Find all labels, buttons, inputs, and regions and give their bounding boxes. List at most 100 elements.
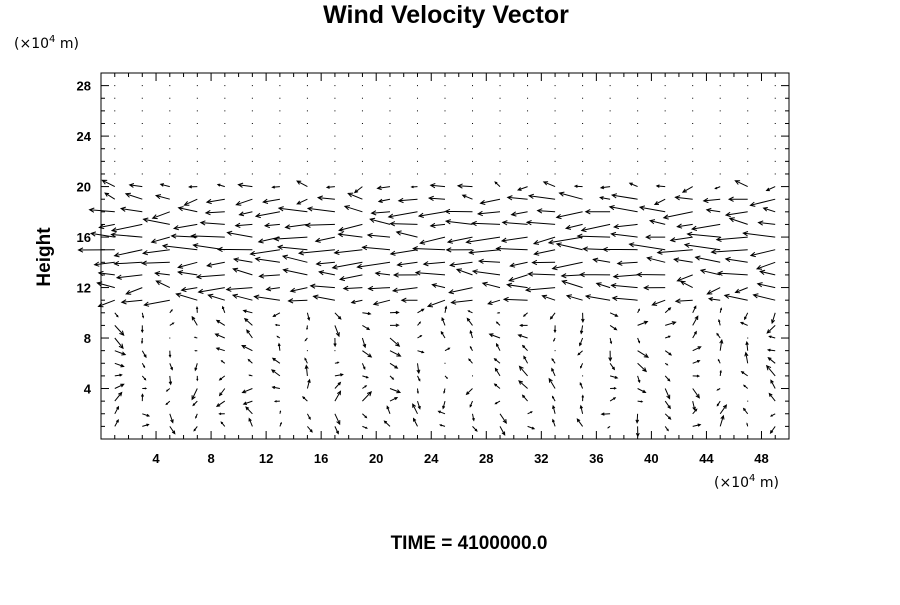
wind-vector xyxy=(333,337,337,348)
vector-point xyxy=(334,160,336,162)
wind-vector xyxy=(547,236,583,245)
x-tick-label: 24 xyxy=(424,451,439,466)
wind-vector xyxy=(342,285,363,291)
vector-point xyxy=(196,85,198,87)
wind-vector xyxy=(205,198,225,205)
wind-vector xyxy=(495,321,501,326)
vector-point xyxy=(664,173,666,175)
wind-vector xyxy=(610,231,638,238)
vector-point xyxy=(747,135,749,137)
vector-point xyxy=(114,110,116,112)
wind-vector xyxy=(114,391,123,402)
wind-vector xyxy=(422,261,446,267)
wind-vector xyxy=(88,207,115,213)
wind-vector xyxy=(496,312,501,314)
wind-vector xyxy=(231,293,253,301)
vector-point xyxy=(361,173,363,175)
x-unit-suffix: m) xyxy=(755,475,779,491)
wind-vector xyxy=(456,183,473,189)
wind-vector xyxy=(142,423,150,427)
wind-vector xyxy=(124,192,143,200)
vector-point xyxy=(719,110,721,112)
vector-point xyxy=(334,110,336,112)
wind-vector xyxy=(389,362,399,369)
wind-vector xyxy=(702,197,721,204)
wind-vector xyxy=(716,388,721,391)
wind-vector xyxy=(191,388,198,401)
wind-vector xyxy=(533,249,556,256)
vector-point xyxy=(141,97,143,99)
wind-vector xyxy=(616,260,638,266)
wind-vector xyxy=(468,249,501,255)
vector-point xyxy=(554,160,556,162)
wind-vector xyxy=(723,293,748,301)
wind-vector xyxy=(334,312,342,320)
vector-point xyxy=(389,148,391,150)
vector-point xyxy=(637,110,639,112)
wind-vector xyxy=(113,260,143,267)
wind-vector xyxy=(395,230,418,238)
vector-point xyxy=(416,160,418,162)
wind-vector xyxy=(114,362,125,368)
vector-point xyxy=(196,160,198,162)
vector-point xyxy=(141,110,143,112)
wind-vector xyxy=(172,223,198,231)
wind-vector xyxy=(389,375,395,380)
wind-vector xyxy=(306,378,311,389)
wind-vector xyxy=(584,209,611,215)
wind-vector xyxy=(312,294,335,301)
wind-vector xyxy=(487,299,501,305)
wind-vector xyxy=(612,273,638,280)
wind-vector xyxy=(417,350,425,354)
wind-vector xyxy=(518,380,528,389)
wind-vector xyxy=(734,180,748,188)
wind-vector xyxy=(692,305,697,314)
wind-vector xyxy=(161,243,198,251)
wind-vector xyxy=(306,325,309,331)
vector-point xyxy=(306,173,308,175)
wind-vector xyxy=(235,198,253,206)
wind-vector xyxy=(727,196,748,202)
wind-vector xyxy=(768,392,776,402)
vector-point xyxy=(664,97,666,99)
wind-vector xyxy=(692,346,702,352)
wind-vector xyxy=(716,270,748,276)
wind-vector xyxy=(417,308,425,314)
wind-vector xyxy=(318,270,335,276)
vector-point xyxy=(747,85,749,87)
y-unit-exp: 4 xyxy=(49,34,55,45)
wind-vector xyxy=(664,400,671,410)
wind-vector xyxy=(183,198,198,206)
wind-vector xyxy=(417,335,423,339)
wind-vector xyxy=(196,375,199,382)
wind-vector xyxy=(525,220,556,226)
wind-vector xyxy=(527,193,556,200)
vector-point xyxy=(361,122,363,124)
vector-point xyxy=(637,173,639,175)
y-unit-prefix: (×10 xyxy=(14,36,49,52)
wind-vector xyxy=(653,198,666,206)
wind-vector xyxy=(444,347,451,352)
vector-point xyxy=(554,173,556,175)
wind-vector xyxy=(707,297,721,302)
wind-vector xyxy=(98,223,115,230)
wind-vector xyxy=(517,334,528,339)
wind-vector xyxy=(216,246,253,253)
vector-point xyxy=(609,110,611,112)
wind-vector xyxy=(194,349,198,352)
wind-vector xyxy=(518,365,528,377)
vector-point xyxy=(664,160,666,162)
wind-vector xyxy=(692,374,701,378)
x-tick-label: 4 xyxy=(152,451,160,466)
wind-vector xyxy=(499,426,506,436)
wind-vector xyxy=(304,222,335,228)
wind-vector xyxy=(392,272,418,278)
wind-vector xyxy=(611,295,638,302)
vector-point xyxy=(279,160,281,162)
wind-vector xyxy=(742,407,749,415)
wind-vector xyxy=(719,338,724,351)
vector-point xyxy=(664,148,666,150)
y-tick-label: 16 xyxy=(77,230,91,245)
wind-vector xyxy=(743,384,749,389)
